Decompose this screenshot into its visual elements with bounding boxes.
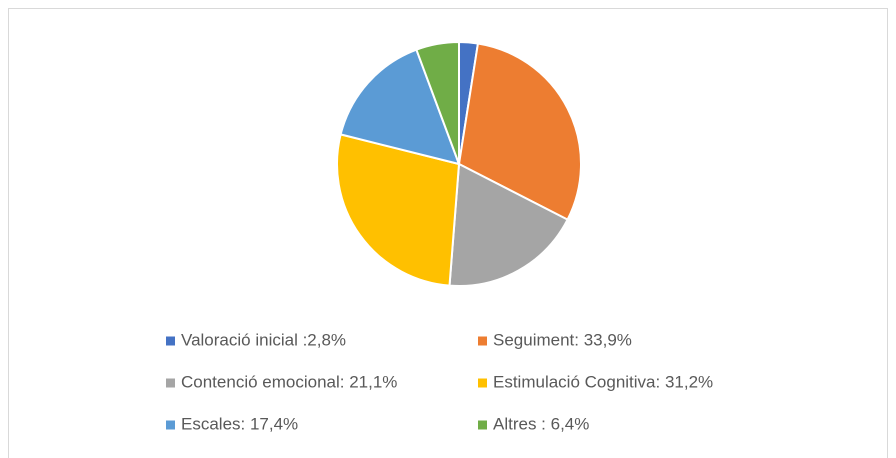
legend-label: Contenció emocional: 21,1%: [181, 372, 397, 391]
legend-label: Altres : 6,4%: [493, 414, 589, 433]
legend-swatch: [166, 336, 175, 346]
legend-label: Escales: 17,4%: [181, 414, 298, 433]
pie-slice: [448, 162, 569, 287]
legend-label: Estimulació Cognitiva: 31,2%: [493, 372, 713, 391]
legend-label: Valoració inicial :2,8%: [181, 330, 346, 349]
legend-swatch: [166, 420, 175, 430]
legend-label: Seguiment: 33,9%: [493, 330, 632, 349]
pie-slice: [339, 48, 461, 166]
pie-slice: [336, 133, 461, 287]
pie-slice: [415, 40, 460, 165]
legend-swatch: [478, 378, 487, 388]
legend-swatch: [166, 378, 175, 388]
legend-swatch: [478, 336, 487, 346]
pie-slice: [457, 42, 582, 221]
legend-swatch: [478, 420, 487, 430]
